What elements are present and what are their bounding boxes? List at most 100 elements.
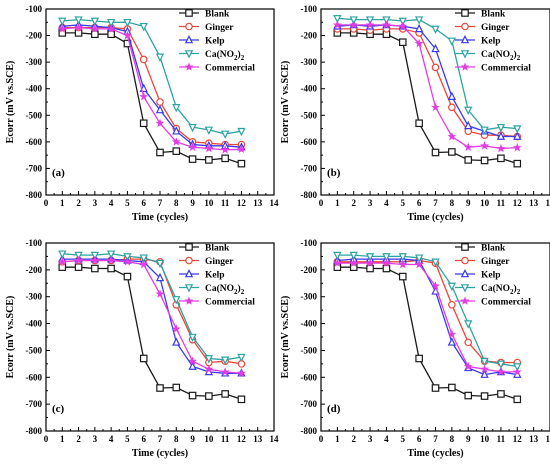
legend-marker <box>460 296 470 305</box>
y-tick-label: -100 <box>301 238 318 248</box>
data-point <box>139 55 148 64</box>
data-point <box>480 364 490 373</box>
series-line <box>62 18 242 135</box>
data-point <box>398 38 407 47</box>
x-tick-label: 2 <box>351 434 356 444</box>
panel-label: (b) <box>327 167 341 179</box>
data-point <box>221 154 229 163</box>
data-point <box>172 104 181 113</box>
y-tick-label: -800 <box>26 426 43 436</box>
data-point <box>123 18 132 28</box>
data-point <box>480 126 489 135</box>
legend-label: Commercial <box>481 64 531 74</box>
y-tick-label: -300 <box>26 57 43 67</box>
legend-label: Blank <box>481 244 506 254</box>
data-point <box>156 384 164 392</box>
data-point <box>398 253 407 262</box>
data-point <box>236 368 246 378</box>
x-tick-label: 13 <box>253 198 263 208</box>
series-commercial <box>332 20 522 153</box>
data-point <box>513 125 522 134</box>
y-tick-label: -700 <box>301 399 318 409</box>
data-point <box>447 282 457 292</box>
x-tick-label: 5 <box>125 198 130 208</box>
legend-marker <box>461 22 469 31</box>
data-point <box>463 361 473 371</box>
x-tick-label: 10 <box>204 198 214 208</box>
data-point <box>106 250 116 259</box>
data-point <box>156 148 164 157</box>
data-point <box>188 356 198 365</box>
data-point <box>188 333 197 343</box>
data-point <box>74 22 84 32</box>
data-point <box>237 353 246 363</box>
y-tick-label: -400 <box>301 84 318 94</box>
data-point <box>188 142 198 151</box>
x-tick-label: 12 <box>237 198 247 208</box>
x-tick-label: 1 <box>335 434 340 444</box>
data-point <box>74 16 83 25</box>
legend-label: Kelp <box>481 271 501 281</box>
series-commercial <box>57 255 246 378</box>
data-point <box>332 258 342 267</box>
series-line <box>337 254 518 368</box>
data-point <box>139 259 149 269</box>
x-tick-label: 8 <box>174 198 179 208</box>
data-point <box>139 22 148 32</box>
x-axis-label: Time (cycles) <box>407 212 463 223</box>
data-point <box>513 131 522 140</box>
data-point <box>90 17 100 26</box>
data-point <box>431 25 440 34</box>
data-point <box>414 259 424 269</box>
y-tick-label: -100 <box>26 238 43 248</box>
x-tick-label: 7 <box>158 198 163 208</box>
data-point <box>464 338 473 347</box>
x-tick-label: 0 <box>319 198 324 208</box>
legend-label: Ginger <box>481 23 510 33</box>
y-tick-label: -200 <box>26 31 43 41</box>
data-point <box>382 253 391 262</box>
series-ca-no2-2 <box>333 15 522 135</box>
data-point <box>204 364 214 373</box>
legend-label: Commercial <box>205 298 255 308</box>
x-tick-label: 7 <box>433 434 438 444</box>
data-point <box>204 143 214 153</box>
legend-marker <box>185 9 193 17</box>
data-point <box>349 251 358 261</box>
legend-label: Blank <box>205 244 230 254</box>
data-point <box>221 390 229 398</box>
y-tick-label: -800 <box>301 190 318 200</box>
data-point <box>414 16 424 25</box>
legend-label: Ca(NO2)2 <box>205 283 245 296</box>
y-tick-label: -800 <box>26 190 43 200</box>
x-axis-label: Time (cycles) <box>132 212 188 223</box>
data-point <box>204 355 214 364</box>
data-point <box>172 126 181 135</box>
legend-marker <box>461 256 469 265</box>
data-point <box>236 144 246 154</box>
data-point <box>398 17 407 26</box>
series-commercial <box>57 22 246 154</box>
data-point <box>123 272 132 281</box>
data-point <box>496 123 506 133</box>
x-tick-label: 1 <box>60 198 65 208</box>
data-point <box>447 329 457 339</box>
data-point <box>171 137 181 146</box>
data-point <box>90 255 100 265</box>
data-point <box>333 251 342 261</box>
chart-panel: 01234567891011121314-800-700-600-500-400… <box>280 4 550 223</box>
data-point <box>220 356 230 365</box>
legend-marker <box>184 34 194 44</box>
y-tick-label: -800 <box>301 426 318 436</box>
y-tick-label: -500 <box>301 110 318 120</box>
series-line <box>337 24 518 150</box>
data-point <box>205 156 213 164</box>
y-tick-label: -300 <box>301 57 318 67</box>
data-point <box>123 253 132 262</box>
data-point <box>237 159 246 168</box>
series-blank <box>58 263 246 404</box>
legend-marker <box>461 9 469 17</box>
data-point <box>431 148 440 157</box>
y-tick-label: -200 <box>301 265 318 275</box>
y-tick-label: -500 <box>301 345 318 355</box>
